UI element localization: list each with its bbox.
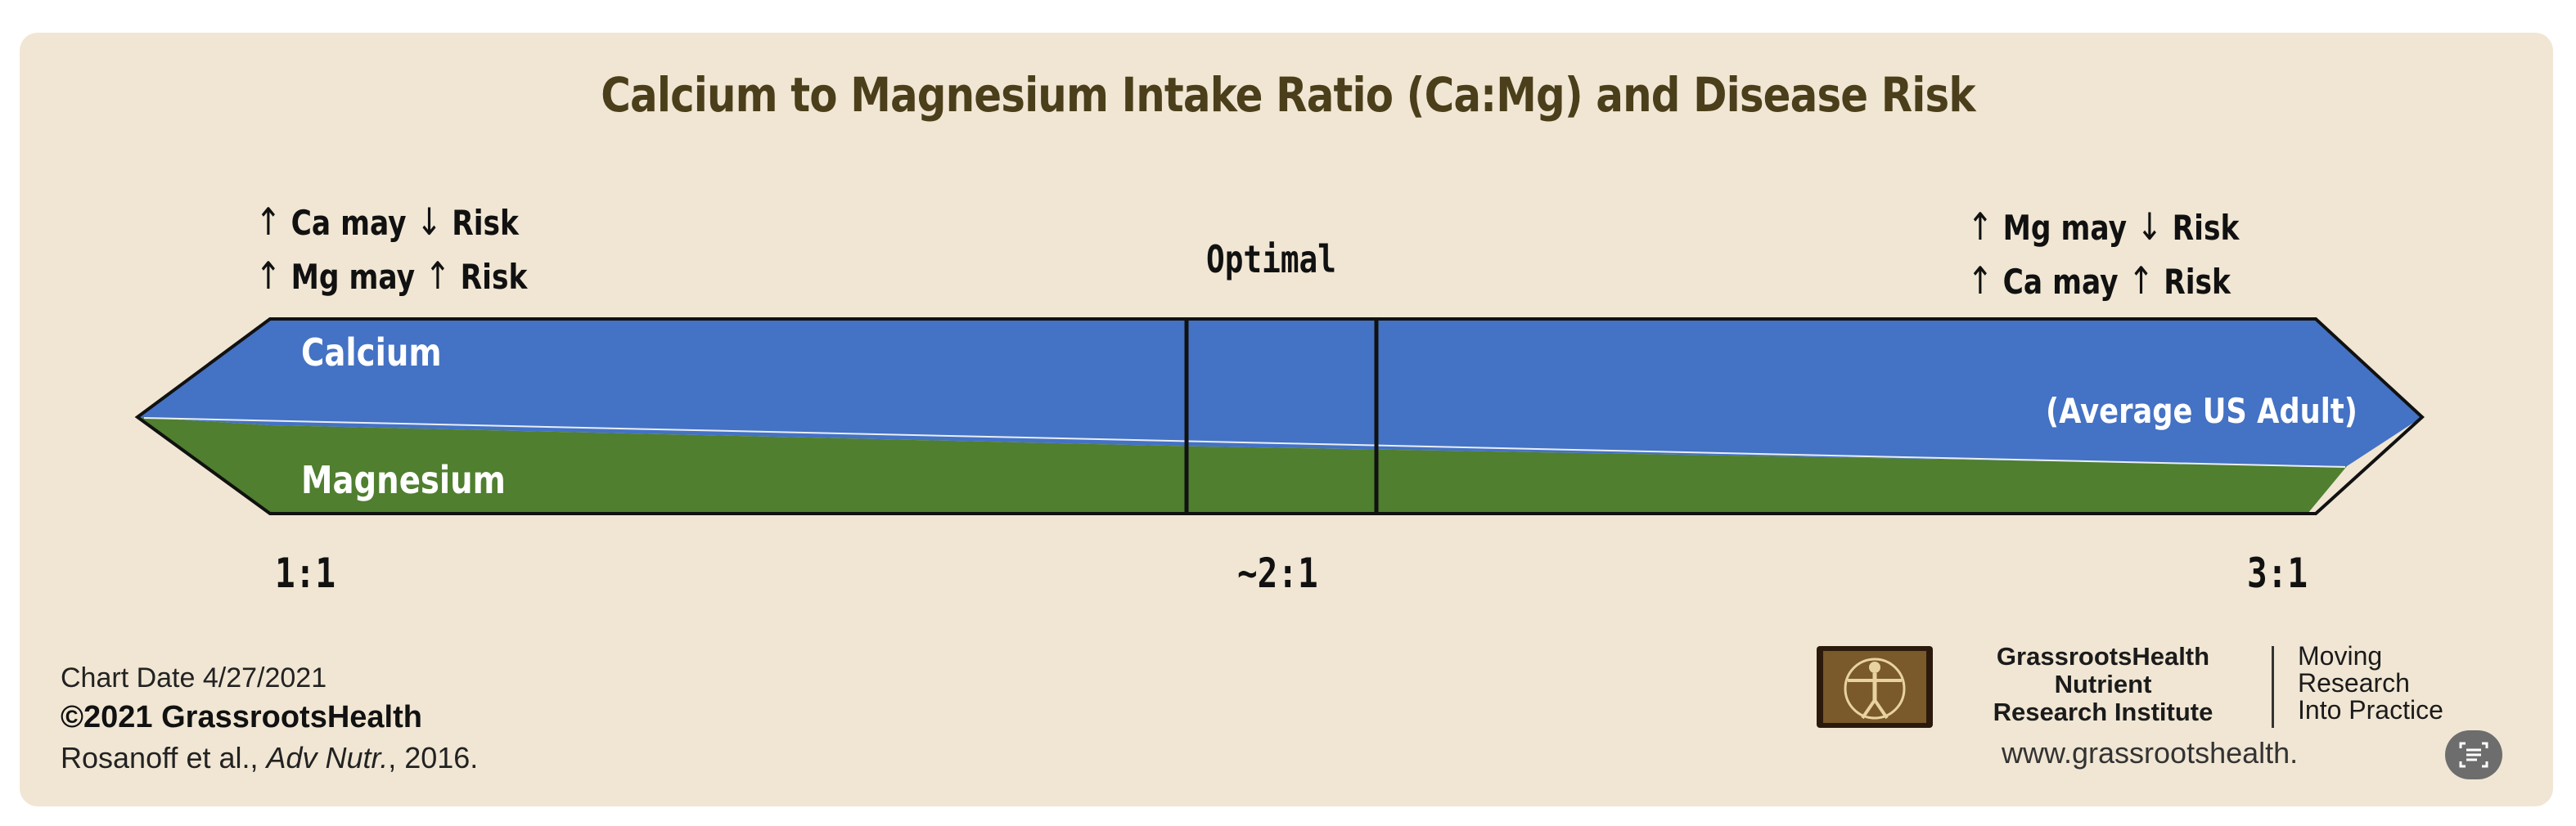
citation-authors: Rosanoff et al., (61, 741, 267, 774)
citation-journal: Adv Nutr. (266, 741, 389, 774)
org-line-2: Nutrient (2054, 670, 2152, 698)
note-risk: Risk (460, 257, 528, 297)
tick-2-to-1: ~2:1 (1237, 550, 1318, 597)
up-arrow-icon: ↑ (2128, 258, 2155, 303)
note-text: Mg may (290, 257, 416, 297)
document-scan-icon[interactable] (2445, 730, 2502, 779)
up-arrow-icon: ↑ (255, 254, 281, 298)
note-text: Ca may (290, 203, 407, 243)
average-us-adult-label: (Average US Adult) (2046, 391, 2358, 431)
band-outline (134, 317, 2425, 515)
website-url[interactable]: www.grassrootshealth. (2002, 736, 2299, 770)
vitruvian-man-icon (1817, 646, 1933, 728)
org-line-1: GrassrootsHealth (1996, 642, 2210, 671)
chart-date: Chart Date 4/27/2021 (61, 662, 327, 694)
copyright: ©2021 GrassrootsHealth (61, 700, 422, 734)
right-note-2: ↑ Ca may ↑ Risk (1967, 258, 2231, 303)
note-risk: Risk (452, 203, 519, 243)
magnesium-region (137, 417, 2347, 514)
band-boundary-line (143, 417, 2346, 468)
tick-1-to-1: 1:1 (275, 550, 336, 597)
org-name: GrassrootsHealth Nutrient Research Insti… (1948, 643, 2259, 726)
note-text: Ca may (2002, 262, 2119, 302)
tick-3-to-1: 3:1 (2247, 550, 2308, 597)
brand-divider (2272, 646, 2274, 728)
tagline-line-1: Moving (2298, 641, 2383, 671)
chart-title: Calcium to Magnesium Intake Ratio (Ca:Mg… (601, 67, 1975, 123)
tagline-line-2: Research (2298, 668, 2410, 698)
calcium-label: Calcium (301, 330, 442, 375)
up-arrow-icon: ↑ (1967, 258, 1993, 303)
optimal-label: Optimal (1206, 237, 1336, 281)
magnesium-label: Magnesium (301, 458, 506, 502)
left-note-2: ↑ Mg may ↑ Risk (255, 254, 527, 298)
citation: Rosanoff et al., Adv Nutr., 2016. (61, 741, 478, 775)
down-arrow-icon: ↓ (416, 200, 443, 244)
note-text: Mg may (2002, 208, 2128, 248)
left-note-1: ↑ Ca may ↓ Risk (255, 200, 519, 244)
citation-year: , 2016. (388, 741, 479, 774)
note-risk: Risk (2164, 262, 2231, 302)
right-note-1: ↑ Mg may ↓ Risk (1967, 204, 2239, 249)
up-arrow-icon: ↑ (255, 200, 281, 244)
up-arrow-icon: ↑ (425, 254, 451, 298)
down-arrow-icon: ↓ (2137, 204, 2163, 249)
up-arrow-icon: ↑ (1967, 204, 1993, 249)
tagline-line-3: Into Practice (2298, 695, 2443, 725)
org-line-3: Research Institute (1993, 698, 2213, 726)
note-risk: Risk (2172, 208, 2240, 248)
calcium-region (137, 319, 2422, 466)
tagline: Moving Research Into Practice (2298, 643, 2527, 724)
